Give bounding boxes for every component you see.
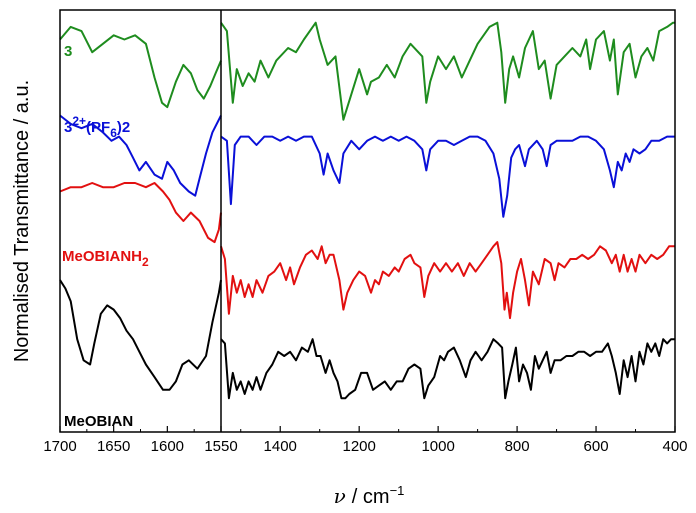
x-tick-800-label: 800	[505, 438, 530, 455]
series-0-right-trace	[220, 21, 675, 121]
series-1-label: 32+(PF6)2	[64, 114, 130, 140]
plot-frame	[59, 9, 676, 433]
x-tick-1400-label: 1400	[264, 438, 297, 455]
series-2-left-trace	[59, 182, 222, 244]
x-tick-1550-label: 1550	[204, 438, 237, 455]
series-2-label: MeOBIANH2	[62, 248, 149, 269]
x-tick-1650-label: 1650	[97, 438, 130, 455]
series-3-label: MeOBIAN	[64, 413, 133, 430]
series-1-right-trace	[220, 135, 675, 218]
series-1-left-trace	[59, 114, 222, 197]
series-labels: 3 32+(PF6)2 MeOBIANH2 MeOBIAN	[62, 43, 149, 430]
series-3-left-trace	[59, 279, 222, 391]
x-tick-600-label: 600	[584, 438, 609, 455]
x-tick-1700-label: 1700	[43, 438, 76, 455]
x-axis-unit: / cm	[352, 486, 390, 508]
x-tick-400-label: 400	[662, 438, 687, 455]
series-layer	[59, 21, 675, 400]
x-axis-symbol: ν	[334, 484, 346, 508]
x-axis-title: ν / cm−1	[334, 483, 405, 508]
y-axis-title: Normalised Transmittance / a.u.	[11, 80, 33, 362]
axes	[59, 9, 676, 433]
x-tick-1000-label: 1000	[421, 438, 454, 455]
x-axis-exponent: −1	[390, 483, 405, 498]
x-tick-1600-label: 1600	[151, 438, 184, 455]
x-tick-1200-label: 1200	[342, 438, 375, 455]
series-2-right-trace	[220, 241, 675, 320]
series-3-right-trace	[220, 338, 675, 400]
x-axis-ticks: 1700 1650 1600 1550 1400 1200 1000 800 600 400	[43, 426, 688, 455]
series-0-label: 3	[64, 43, 72, 60]
series-0-left-trace	[59, 25, 222, 109]
